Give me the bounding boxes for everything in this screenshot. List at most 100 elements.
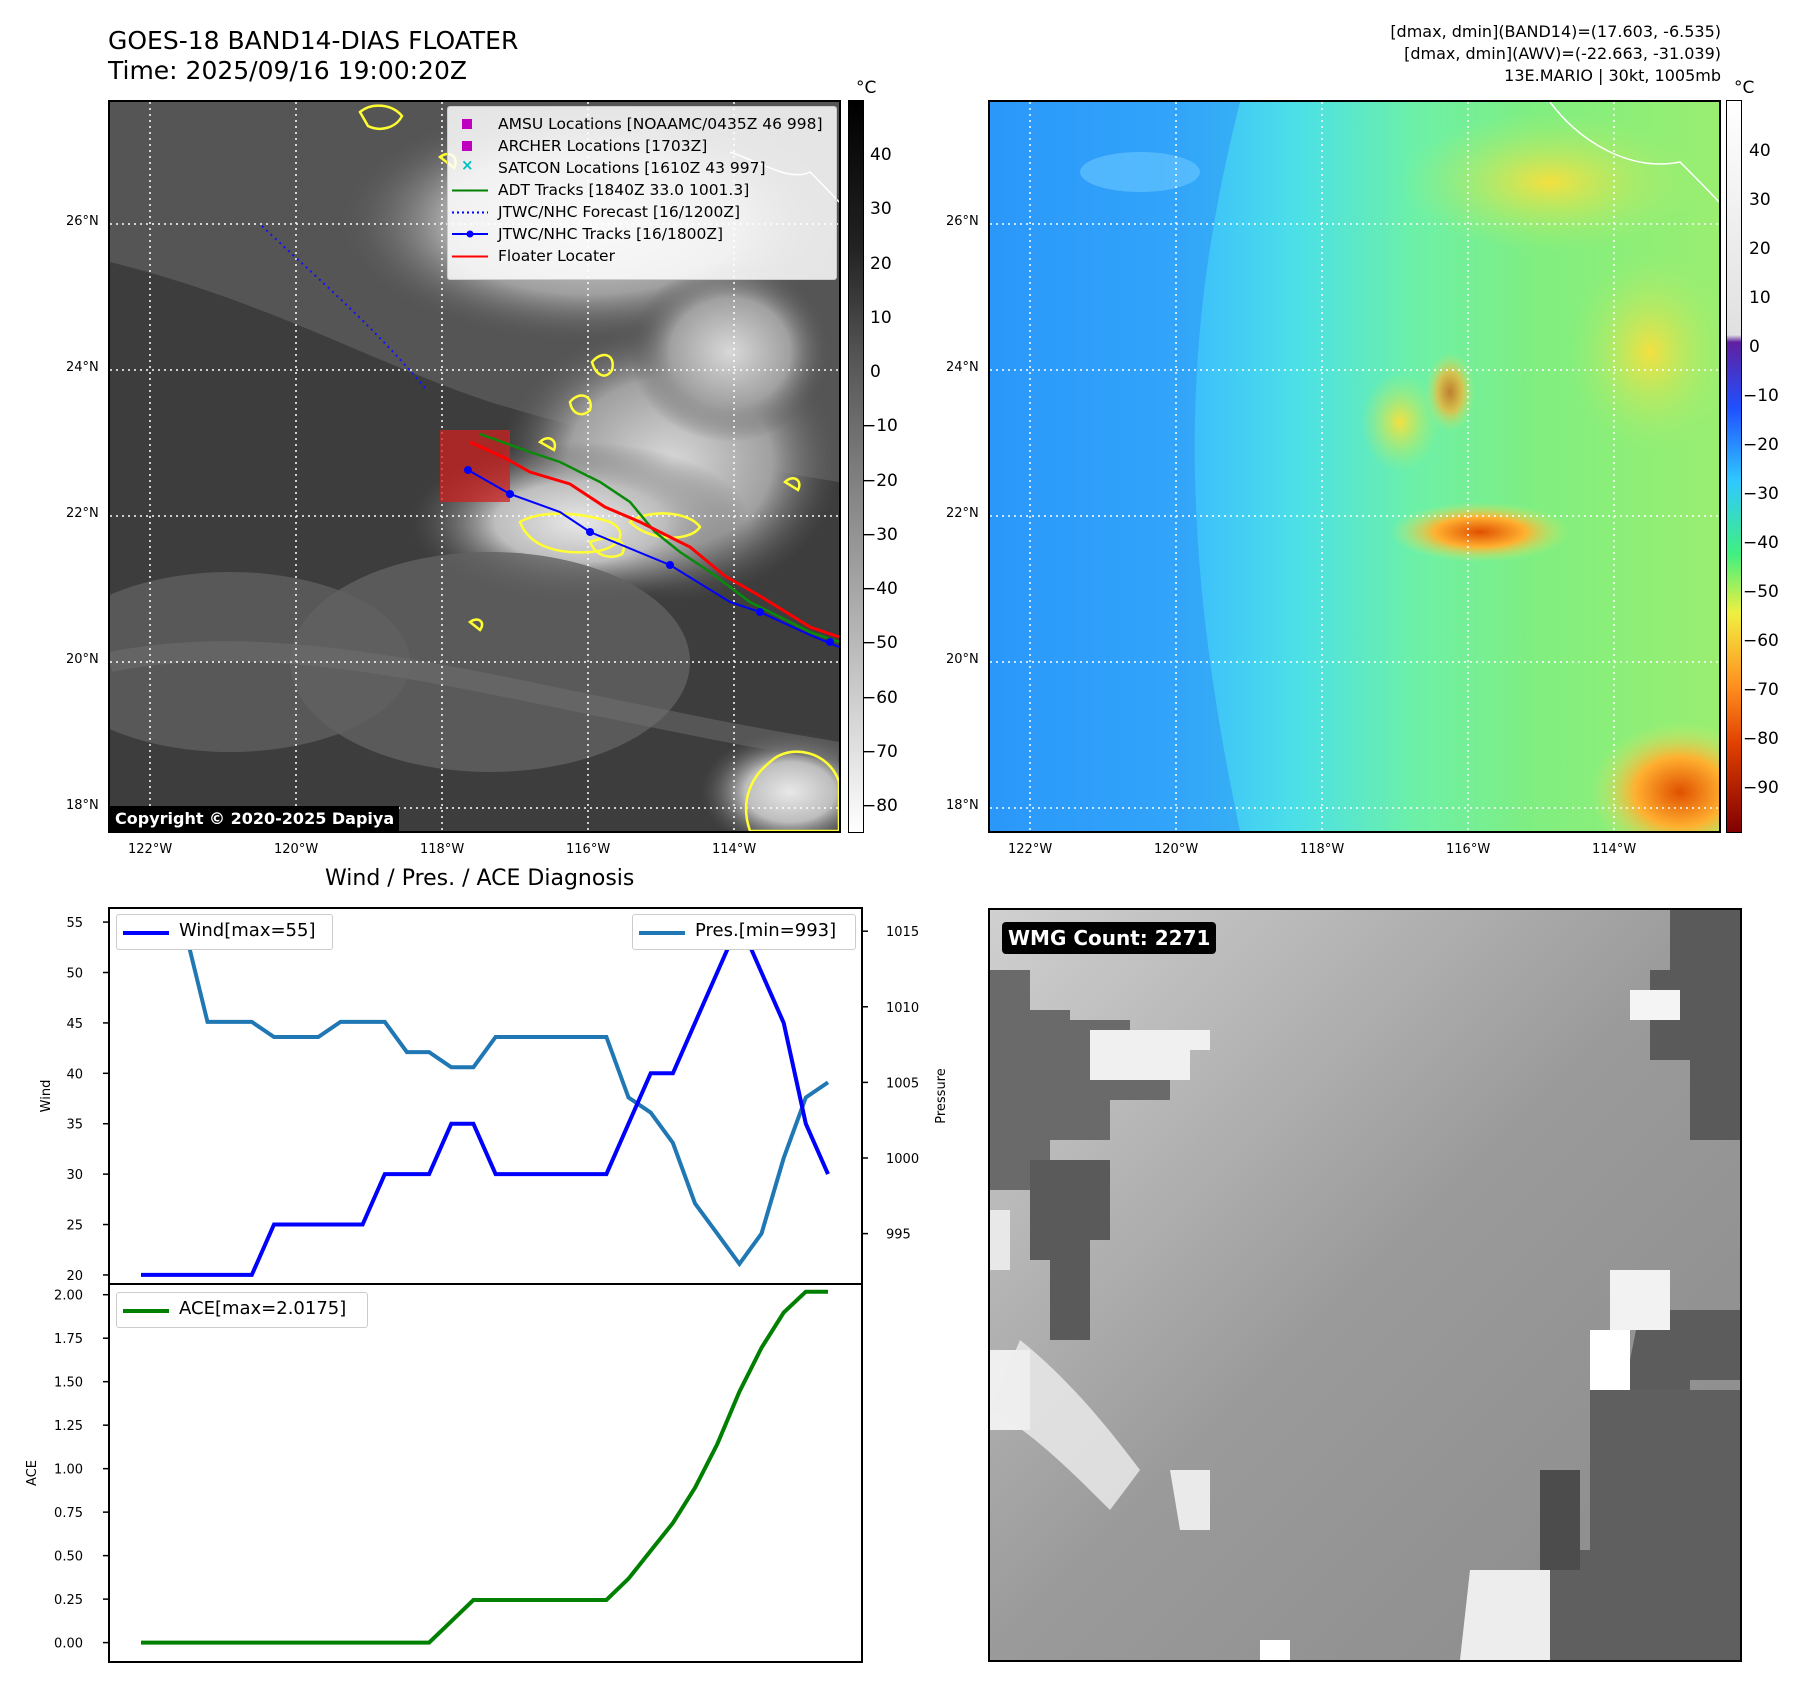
wv-colorbar-tick: −10 bbox=[1743, 386, 1779, 406]
wv-lon-label: 118°W bbox=[1300, 842, 1345, 857]
ir-colorbar-tick: 30 bbox=[870, 199, 892, 219]
pressure-tick-label: 1015 bbox=[886, 925, 919, 940]
ace-series-line bbox=[141, 1289, 828, 1645]
storm-info: 13E.MARIO | 30kt, 1005mb bbox=[1504, 66, 1721, 85]
pressure-tick-label: 1000 bbox=[886, 1152, 919, 1167]
ace-tick-label: 2.00 bbox=[54, 1289, 83, 1304]
wv-colorbar-tick: 30 bbox=[1749, 190, 1771, 210]
wv-lat-label: 20°N bbox=[946, 652, 979, 667]
wmg-count-badge: WMG Count: 2271 bbox=[1002, 922, 1217, 954]
wv-lat-label: 22°N bbox=[946, 506, 979, 521]
ir-colorbar-tick: −20 bbox=[862, 471, 898, 491]
wind-tick-label: 55 bbox=[66, 916, 83, 931]
copyright-badge: Copyright © 2020-2025 Dapiya bbox=[110, 806, 400, 831]
wmg-image bbox=[990, 910, 1740, 1660]
ir-colorbar-tick: −70 bbox=[862, 742, 898, 762]
wind-tick-label: 40 bbox=[66, 1067, 83, 1082]
ir-colorbar-tick: −30 bbox=[862, 525, 898, 545]
wind-tick-label: 50 bbox=[66, 967, 83, 982]
ir-colorbar bbox=[848, 100, 864, 833]
pressure-tick-label: 1010 bbox=[886, 1001, 919, 1016]
wv-map-image bbox=[990, 102, 1719, 831]
ir-lat-label: 26°N bbox=[66, 214, 99, 229]
figure-title: GOES-18 BAND14-DIAS FLOATER bbox=[108, 26, 519, 55]
official-track-points bbox=[464, 466, 834, 646]
wind-series-line bbox=[141, 917, 830, 1277]
ir-colorbar-tick: −50 bbox=[862, 633, 898, 653]
ir-lat-label: 22°N bbox=[66, 506, 99, 521]
wv-lon-label: 120°W bbox=[1154, 842, 1199, 857]
pressure-y-ticks: 995 1000 1005 1010 1015 bbox=[862, 925, 919, 1243]
ir-colorbar-tick: 40 bbox=[870, 145, 892, 165]
band14-range: [dmax, dmin](BAND14)=(17.603, -6.535) bbox=[1390, 22, 1721, 41]
wv-lat-label: 26°N bbox=[946, 214, 979, 229]
ir-lat-label: 18°N bbox=[66, 798, 99, 813]
ir-colorbar-tick: −40 bbox=[862, 579, 898, 599]
ace-tick-label: 0.75 bbox=[54, 1506, 83, 1521]
wind-legend-label: Wind[max=55] bbox=[179, 920, 316, 941]
floater-track bbox=[469, 440, 839, 639]
wv-lat-label: 18°N bbox=[946, 798, 979, 813]
pressure-axis-label: Pressure bbox=[934, 1068, 949, 1124]
wv-lat-label: 24°N bbox=[946, 360, 979, 375]
wv-colorbar-tick: −50 bbox=[1743, 582, 1779, 602]
wind-tick-label: 45 bbox=[66, 1017, 83, 1032]
wind-pressure-axes bbox=[108, 907, 863, 1285]
ir-lon-label: 116°W bbox=[566, 842, 611, 857]
wv-colorbar-tick: −20 bbox=[1743, 435, 1779, 455]
ir-colorbar-tick: 20 bbox=[870, 254, 892, 274]
adt-track bbox=[479, 432, 839, 644]
ace-tick-label: 0.00 bbox=[54, 1637, 83, 1652]
ace-tick-label: 0.50 bbox=[54, 1550, 83, 1565]
ace-legend: ACE[max=2.0175] bbox=[116, 1292, 368, 1328]
pressure-tick-label: 995 bbox=[886, 1228, 911, 1243]
wv-colorbar bbox=[1726, 100, 1742, 833]
wv-colorbar-tick: −30 bbox=[1743, 484, 1779, 504]
wv-colorbar-tick: −60 bbox=[1743, 631, 1779, 651]
pressure-legend: Pres.[min=993] bbox=[632, 914, 856, 950]
ace-tick-label: 0.25 bbox=[54, 1593, 83, 1608]
ir-colorbar-tick: 10 bbox=[870, 308, 892, 328]
wind-tick-label: 30 bbox=[66, 1168, 83, 1183]
pressure-tick-label: 1005 bbox=[886, 1076, 919, 1091]
wind-tick-label: 25 bbox=[66, 1219, 83, 1234]
wv-colorbar-tick: 0 bbox=[1749, 337, 1760, 357]
wv-lon-label: 116°W bbox=[1446, 842, 1491, 857]
wind-axis-label: Wind bbox=[39, 1080, 54, 1113]
wv-map-panel bbox=[988, 100, 1721, 833]
wv-gridlines bbox=[990, 102, 1719, 831]
wv-colorbar-tick: 10 bbox=[1749, 288, 1771, 308]
ace-tick-label: 1.75 bbox=[54, 1332, 83, 1347]
wind-legend: Wind[max=55] bbox=[116, 914, 333, 950]
wmg-panel: WMG Count: 2271 bbox=[988, 908, 1742, 1662]
ir-lon-label: 118°W bbox=[420, 842, 465, 857]
wind-tick-label: 20 bbox=[66, 1269, 83, 1284]
wv-lon-label: 122°W bbox=[1008, 842, 1053, 857]
wv-colorbar-tick: 40 bbox=[1749, 141, 1771, 161]
ir-colorbar-unit: °C bbox=[856, 78, 877, 98]
forecast-track bbox=[261, 225, 426, 389]
ir-colorbar-tick: −80 bbox=[862, 796, 898, 816]
ace-axes bbox=[108, 1283, 863, 1663]
ir-lon-label: 122°W bbox=[128, 842, 173, 857]
ir-map-panel: Copyright © 2020-2025 Dapiya AMSU Locati… bbox=[108, 100, 841, 833]
diagnosis-title: Wind / Pres. / ACE Diagnosis bbox=[325, 866, 635, 891]
wind-tick-label: 35 bbox=[66, 1118, 83, 1133]
cold-cloud-contours bbox=[358, 104, 839, 831]
track-legend: AMSU Locations [NOAAMC/0435Z 46 998] ARC… bbox=[447, 106, 837, 280]
wv-colorbar-tick: −70 bbox=[1743, 680, 1779, 700]
ir-lat-label: 20°N bbox=[66, 652, 99, 667]
pressure-series-line bbox=[141, 929, 830, 1268]
wv-colorbar-tick: 20 bbox=[1749, 239, 1771, 259]
awv-range: [dmax, dmin](AWV)=(-22.663, -31.039) bbox=[1404, 44, 1721, 63]
ir-colorbar-tick: −10 bbox=[862, 416, 898, 436]
floater-box bbox=[440, 430, 510, 502]
ace-tick-label: 1.00 bbox=[54, 1463, 83, 1478]
ir-lat-label: 24°N bbox=[66, 360, 99, 375]
wv-colorbar-tick: −90 bbox=[1743, 778, 1779, 798]
ace-axis-label: ACE bbox=[25, 1460, 40, 1486]
wv-lon-label: 114°W bbox=[1592, 842, 1637, 857]
wv-colorbar-unit: °C bbox=[1734, 78, 1755, 98]
ir-colorbar-tick: −60 bbox=[862, 688, 898, 708]
ace-tick-label: 1.50 bbox=[54, 1376, 83, 1391]
